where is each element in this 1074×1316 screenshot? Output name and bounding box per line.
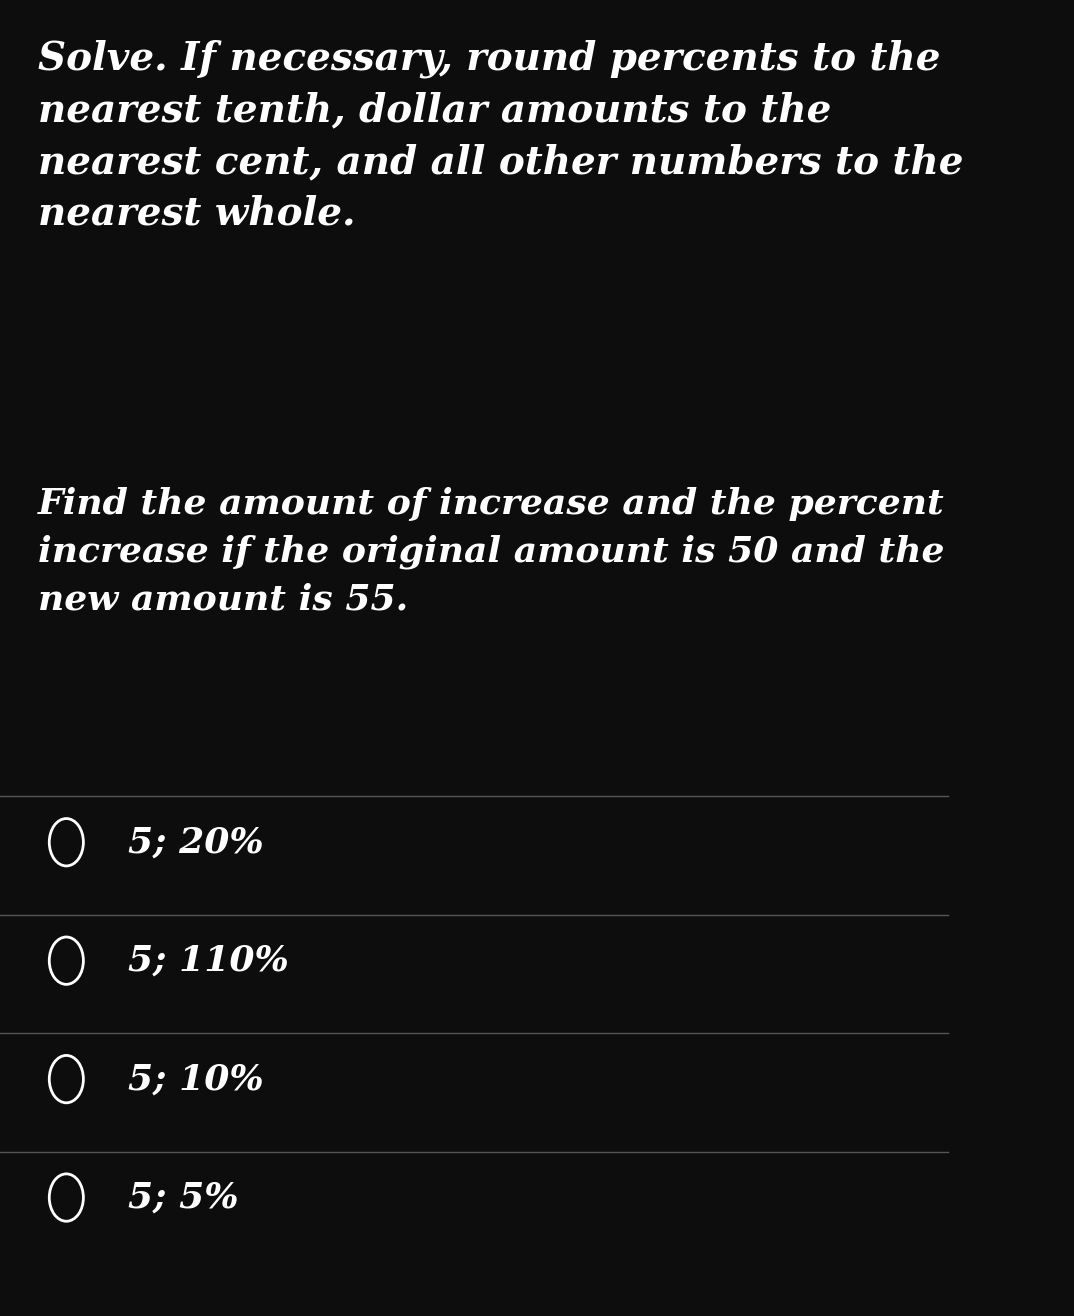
Text: Find the amount of increase and the percent
increase if the original amount is 5: Find the amount of increase and the perc… [38, 487, 945, 616]
Text: 5; 110%: 5; 110% [128, 944, 289, 978]
Text: 5; 10%: 5; 10% [128, 1062, 264, 1096]
Text: 5; 20%: 5; 20% [128, 825, 264, 859]
Text: Solve. If necessary, round percents to the
nearest tenth, dollar amounts to the
: Solve. If necessary, round percents to t… [38, 39, 963, 233]
Text: 5; 5%: 5; 5% [128, 1180, 238, 1215]
